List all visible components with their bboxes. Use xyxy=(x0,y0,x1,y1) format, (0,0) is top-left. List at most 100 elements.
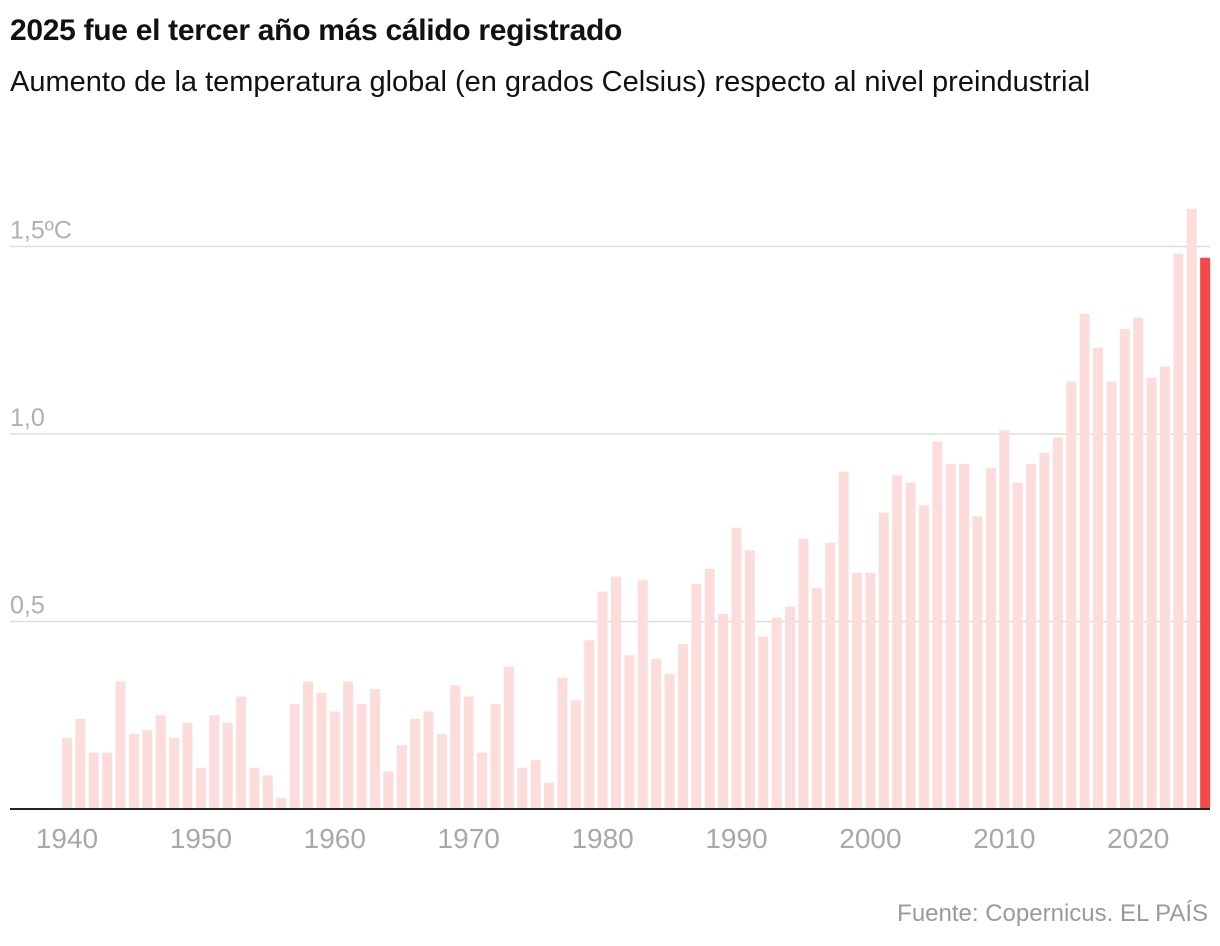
bar-1998 xyxy=(838,471,849,809)
bar-1967 xyxy=(423,711,434,809)
bar-1992 xyxy=(758,636,769,809)
bar-1957 xyxy=(289,704,300,809)
bar-1989 xyxy=(718,614,729,809)
y-axis-labels: 0,5 1,0 1,5ºC xyxy=(10,217,72,620)
bar-2021 xyxy=(1146,377,1157,809)
bar-1991 xyxy=(744,550,755,809)
bar-2024 xyxy=(1186,209,1197,809)
bar-2010 xyxy=(999,430,1010,809)
bar-1943 xyxy=(102,752,113,809)
bar-2017 xyxy=(1093,347,1104,809)
bar-1959 xyxy=(316,692,327,809)
bar-1987 xyxy=(691,584,702,809)
bar-2002 xyxy=(892,475,903,809)
gridlines xyxy=(10,245,1210,623)
bar-2025 xyxy=(1200,257,1211,809)
bar-1982 xyxy=(624,655,635,809)
bar-1945 xyxy=(128,734,139,809)
source-credit: Fuente: Copernicus. EL PAÍS xyxy=(897,900,1208,927)
x-tick-label: 2020 xyxy=(1107,823,1169,854)
x-tick-label: 1960 xyxy=(304,823,366,854)
bar-2011 xyxy=(1012,482,1023,809)
bar-1962 xyxy=(356,704,367,809)
bar-2023 xyxy=(1173,254,1184,809)
bar-1996 xyxy=(811,587,822,809)
bar-1956 xyxy=(276,797,287,809)
chart-title: 2025 fue el tercer año más cálido regist… xyxy=(10,14,623,47)
bar-1951 xyxy=(209,715,220,809)
bar-1986 xyxy=(677,644,688,809)
bar-1964 xyxy=(383,771,394,809)
bar-1958 xyxy=(303,681,314,809)
bar-1954 xyxy=(249,767,260,809)
bar-2016 xyxy=(1079,314,1090,809)
bar-1947 xyxy=(155,715,166,809)
bar-1965 xyxy=(396,745,407,809)
bar-1952 xyxy=(222,722,233,809)
bar-1980 xyxy=(597,591,608,809)
bar-1977 xyxy=(557,677,568,809)
bar-1988 xyxy=(704,569,715,809)
bar-2001 xyxy=(878,512,889,809)
bar-2007 xyxy=(959,464,970,809)
bar-2006 xyxy=(945,464,956,809)
bar-1970 xyxy=(463,696,474,809)
bar-1973 xyxy=(503,666,514,809)
bar-2013 xyxy=(1039,452,1050,809)
bar-1978 xyxy=(570,700,581,809)
bar-1948 xyxy=(169,737,180,809)
bar-2012 xyxy=(1026,464,1037,809)
x-tick-label: 1990 xyxy=(705,823,767,854)
bar-1940 xyxy=(62,737,72,809)
bar-1949 xyxy=(182,722,193,809)
bars xyxy=(62,209,1211,809)
bar-2022 xyxy=(1159,366,1170,809)
bar-2019 xyxy=(1119,329,1130,809)
bar-1946 xyxy=(142,730,153,809)
bar-2004 xyxy=(918,505,929,809)
bar-1994 xyxy=(785,606,796,809)
bar-1999 xyxy=(852,572,863,809)
bar-1961 xyxy=(343,681,354,809)
bar-2020 xyxy=(1133,317,1144,809)
y-tick-label: 0,5 xyxy=(10,592,45,620)
bar-1942 xyxy=(88,752,99,809)
x-tick-label: 2010 xyxy=(973,823,1035,854)
y-tick-label: 1,5ºC xyxy=(10,217,72,245)
bar-1972 xyxy=(490,704,501,809)
x-tick-label: 1980 xyxy=(571,823,633,854)
chart-subtitle: Aumento de la temperatura global (en gra… xyxy=(10,66,1091,98)
bar-2005 xyxy=(932,441,943,809)
bar-1941 xyxy=(75,719,86,809)
bar-1950 xyxy=(195,767,206,809)
bar-2018 xyxy=(1106,381,1117,809)
x-tick-label: 1970 xyxy=(438,823,500,854)
bar-1944 xyxy=(115,681,126,809)
y-tick-label: 1,0 xyxy=(10,404,45,432)
bar-1976 xyxy=(544,782,555,809)
bar-2008 xyxy=(972,516,983,809)
bar-1990 xyxy=(731,527,742,809)
bar-1953 xyxy=(236,696,247,809)
x-axis-labels: 1940 1950 1960 1970 1980 1990 2000 2010 2020 xyxy=(36,823,1169,854)
bar-2009 xyxy=(985,467,996,809)
bar-1969 xyxy=(450,685,461,809)
x-tick-label: 1940 xyxy=(36,823,98,854)
bar-1971 xyxy=(477,752,488,809)
x-tick-label: 1950 xyxy=(170,823,232,854)
bar-2014 xyxy=(1052,437,1063,809)
bar-1985 xyxy=(664,674,675,809)
bar-2003 xyxy=(905,482,916,809)
bar-1995 xyxy=(798,539,809,809)
bar-1983 xyxy=(637,580,648,809)
bar-1963 xyxy=(369,689,380,809)
bar-1960 xyxy=(329,711,340,809)
bar-1979 xyxy=(584,640,595,809)
bar-1974 xyxy=(517,767,528,809)
bar-1997 xyxy=(825,542,836,809)
bar-1966 xyxy=(410,719,421,809)
bar-2000 xyxy=(865,572,876,809)
bar-2015 xyxy=(1066,381,1077,809)
bar-1968 xyxy=(436,734,447,809)
x-tick-label: 2000 xyxy=(839,823,901,854)
